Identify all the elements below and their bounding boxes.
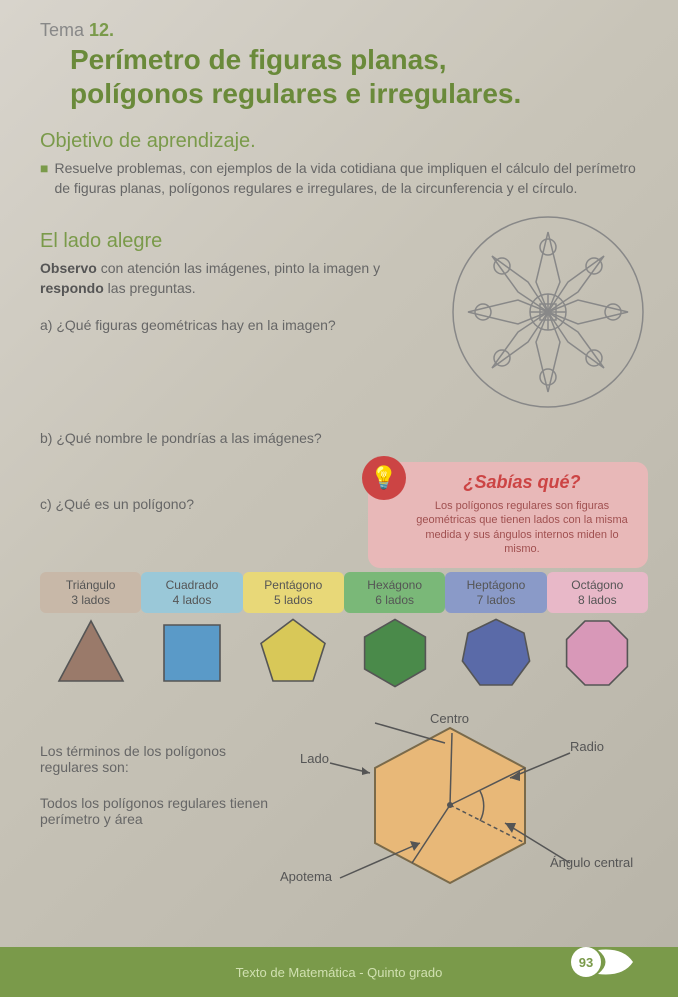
polygon-shape [141, 613, 242, 693]
lado-heading: El lado alegre [40, 230, 438, 253]
polygon-row: Triángulo3 lados Cuadrado4 lados Pentágo… [40, 572, 648, 693]
label-angulo: Ángulo central [550, 855, 633, 870]
footer-text: Texto de Matemática - Quinto grado [236, 965, 443, 980]
polygon-shape [243, 613, 344, 693]
footer-badge: 93 [568, 942, 638, 985]
lado-observo: Observo [40, 260, 97, 276]
mandala-figure [448, 212, 648, 412]
polygon-label: Pentágono5 lados [243, 572, 344, 613]
polygon-label: Triángulo3 lados [40, 572, 141, 613]
polygon-shape [344, 613, 445, 693]
polygon-cell: Octágono8 lados [547, 572, 648, 693]
lado-alegre-row: El lado alegre Observo con atención las … [40, 212, 648, 412]
sabias-title: ¿Sabías qué? [408, 472, 636, 493]
lado-intro: Observo con atención las imágenes, pinto… [40, 259, 438, 298]
polygon-shape [445, 613, 546, 693]
hex-intro: Los términos de los polígonos regulares … [40, 743, 270, 775]
page-footer: Texto de Matemática - Quinto grado 93 [0, 947, 678, 997]
polygon-cell: Hexágono6 lados [344, 572, 445, 693]
polygon-shape [40, 613, 141, 693]
polygon-shape [547, 613, 648, 693]
page-title: Perímetro de figuras planas, polígonos r… [70, 43, 648, 110]
label-radio: Radio [570, 739, 604, 754]
polygon-label: Cuadrado4 lados [141, 572, 242, 613]
title-line-1: Perímetro de figuras planas, [70, 43, 648, 77]
question-b: b) ¿Qué nombre le pondrías a las imágene… [40, 430, 648, 446]
page-number: 93 [579, 955, 593, 970]
polygon-label: Hexágono6 lados [344, 572, 445, 613]
sabias-que-box: 💡 ¿Sabías qué? Los polígonos regulares s… [368, 462, 648, 568]
label-lado: Lado [300, 751, 329, 766]
label-centro: Centro [430, 711, 469, 726]
objetivo-text: Resuelve problemas, con ejemplos de la v… [54, 159, 648, 198]
polygon-cell: Heptágono7 lados [445, 572, 546, 693]
polygon-label: Heptágono7 lados [445, 572, 546, 613]
polygon-label: Octágono8 lados [547, 572, 648, 613]
bullet-icon: ■ [40, 159, 48, 198]
lightbulb-icon: 💡 [362, 456, 406, 500]
hex-note: Todos los polígonos regulares tienen per… [40, 795, 270, 827]
objetivo-heading: Objetivo de aprendizaje. [40, 130, 648, 153]
hexagon-diagram-row: Los términos de los polígonos regulares … [40, 713, 648, 893]
tema-number: 12. [89, 20, 114, 40]
hexagon-diagram: Lado Centro Radio Ángulo central Apotema [270, 713, 648, 893]
label-apotema: Apotema [280, 869, 332, 884]
tema-label: Tema 12. [40, 20, 648, 41]
polygon-cell: Cuadrado4 lados [141, 572, 242, 693]
objetivo-bullet: ■ Resuelve problemas, con ejemplos de la… [40, 159, 648, 198]
sabias-text: Los polígonos regulares son figuras geom… [408, 499, 636, 556]
polygon-cell: Triángulo3 lados [40, 572, 141, 693]
tema-word: Tema [40, 20, 84, 40]
question-a: a) ¿Qué figuras geométricas hay en la im… [40, 317, 438, 333]
polygon-cell: Pentágono5 lados [243, 572, 344, 693]
lado-respondo: respondo [40, 280, 104, 296]
title-line-2: polígonos regulares e irregulares. [70, 77, 648, 111]
